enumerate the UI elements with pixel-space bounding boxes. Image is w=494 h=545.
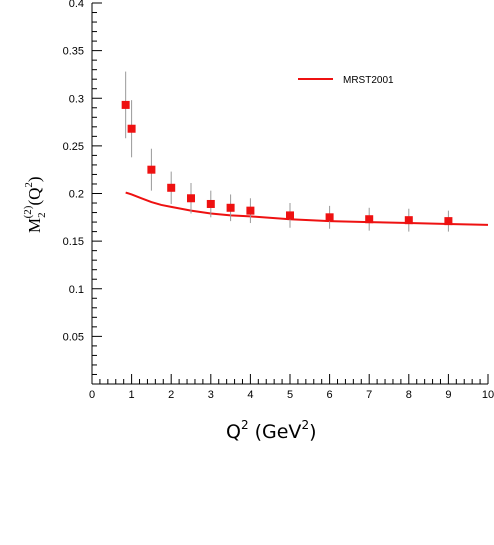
y-tick-label: 0.1	[69, 284, 84, 296]
y-tick-label: 0.2	[69, 189, 84, 201]
y-tick-label: 0.4	[69, 0, 84, 10]
data-point	[365, 215, 374, 224]
y-tick-label: 0.05	[63, 331, 84, 343]
tick-labels: 0 1 2 3 4 5 6 7 8 9 10 0.05 0.1 0.15 0.2 0.25 0.3 0.35 0.4	[63, 0, 494, 401]
y-title-sub: 2	[36, 212, 48, 218]
svg-text:M2(2)(Q2): M2(2)(Q2)	[22, 176, 48, 233]
y-tick-label: 0.35	[63, 46, 84, 58]
x-tick-label: 8	[406, 389, 412, 401]
data-point	[404, 216, 413, 225]
x-tick-label: 6	[327, 389, 333, 401]
legend-label: MRST2001	[343, 75, 394, 86]
data-point	[226, 203, 235, 212]
x-tick-label: 10	[482, 389, 494, 401]
x-title-exp: 2	[241, 418, 249, 432]
x-title-open: (GeV	[255, 421, 302, 443]
data-point	[147, 165, 156, 174]
y-title-m: M	[25, 218, 44, 233]
x-axis-title: Q2 (GeV2)	[226, 418, 317, 443]
y-tick-label: 0.25	[63, 141, 84, 153]
legend: MRST2001	[298, 75, 394, 86]
plot-axes	[91, 3, 488, 385]
y-title-open: (Q	[25, 188, 44, 206]
x-title-exp2: 2	[301, 418, 309, 432]
data-point	[246, 206, 255, 215]
x-tick-label: 7	[366, 389, 372, 401]
x-tick-label: 5	[287, 389, 293, 401]
series-line	[125, 191, 489, 226]
theory-curves	[125, 191, 489, 226]
x-tick-label: 9	[445, 389, 451, 401]
x-title-q: Q	[226, 421, 241, 443]
x-tick-label: 3	[208, 389, 214, 401]
data-point	[167, 183, 176, 192]
y-tick-label: 0.3	[69, 93, 84, 105]
x-tick-label: 1	[129, 389, 135, 401]
axis-ticks	[91, 2, 489, 384]
x-title-close: )	[309, 421, 316, 443]
y-title-exp: 2	[23, 182, 35, 188]
data-point	[206, 199, 215, 208]
x-tick-label: 4	[247, 389, 253, 401]
data-point	[325, 213, 334, 222]
y-title-close: )	[25, 176, 44, 182]
data-point	[286, 211, 294, 220]
data-point	[121, 100, 130, 109]
y-title-sup: (2)	[22, 205, 34, 218]
y-axis-title: M2(2)(Q2)	[22, 176, 48, 233]
data-point	[187, 194, 195, 203]
y-tick-label: 0.15	[63, 236, 84, 248]
x-tick-label: 2	[168, 389, 174, 401]
data-points	[121, 100, 453, 226]
data-point	[127, 124, 136, 133]
x-tick-label: 0	[89, 389, 95, 401]
data-point	[444, 217, 453, 226]
